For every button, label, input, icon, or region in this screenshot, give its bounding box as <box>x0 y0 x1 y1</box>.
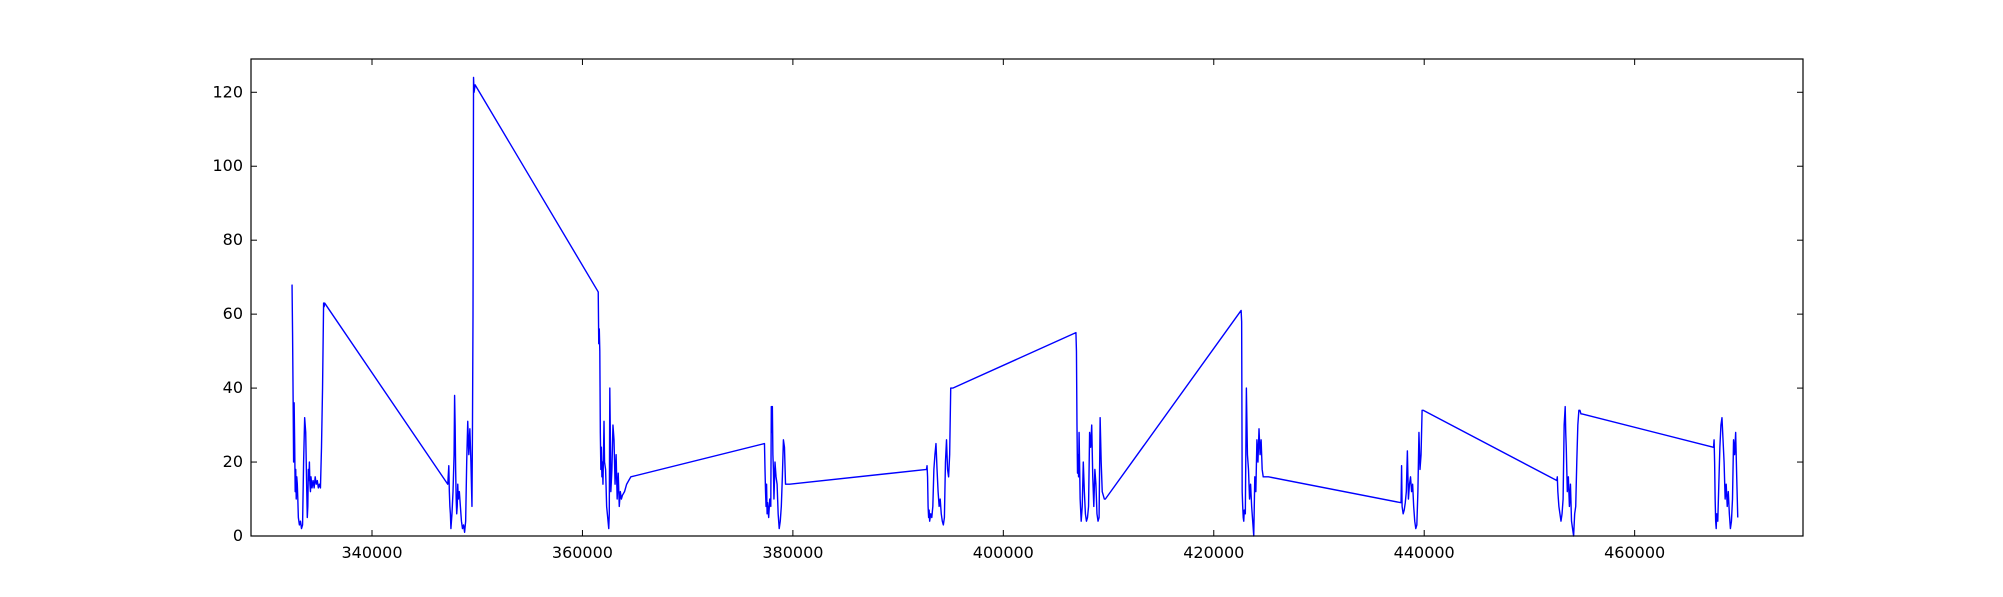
y-tick-label: 20 <box>223 452 243 471</box>
x-tick-label: 340000 <box>341 543 402 562</box>
x-tick-label: 360000 <box>552 543 613 562</box>
series-line <box>291 76 1739 537</box>
x-tick-label: 440000 <box>1394 543 1455 562</box>
plot-frame <box>250 58 1804 537</box>
x-tick-label: 460000 <box>1604 543 1665 562</box>
series-layer <box>291 76 1739 537</box>
y-tick-label: 120 <box>212 82 243 101</box>
x-tick-label: 420000 <box>1183 543 1244 562</box>
y-tick-label: 80 <box>223 230 243 249</box>
y-tick-label: 0 <box>233 526 243 545</box>
x-tick-label: 400000 <box>973 543 1034 562</box>
x-axis-tick-labels: 340000 360000 380000 400000 420000 440000 4600… <box>341 543 1665 562</box>
x-tick-label: 380000 <box>762 543 823 562</box>
y-axis-tick-labels: 0 20 40 60 80 100 120 <box>212 82 243 545</box>
plot-background <box>251 59 1803 536</box>
y-tick-label: 100 <box>212 156 243 175</box>
axis-ticks <box>251 59 1803 537</box>
y-tick-label: 60 <box>223 304 243 323</box>
y-tick-label: 40 <box>223 378 243 397</box>
